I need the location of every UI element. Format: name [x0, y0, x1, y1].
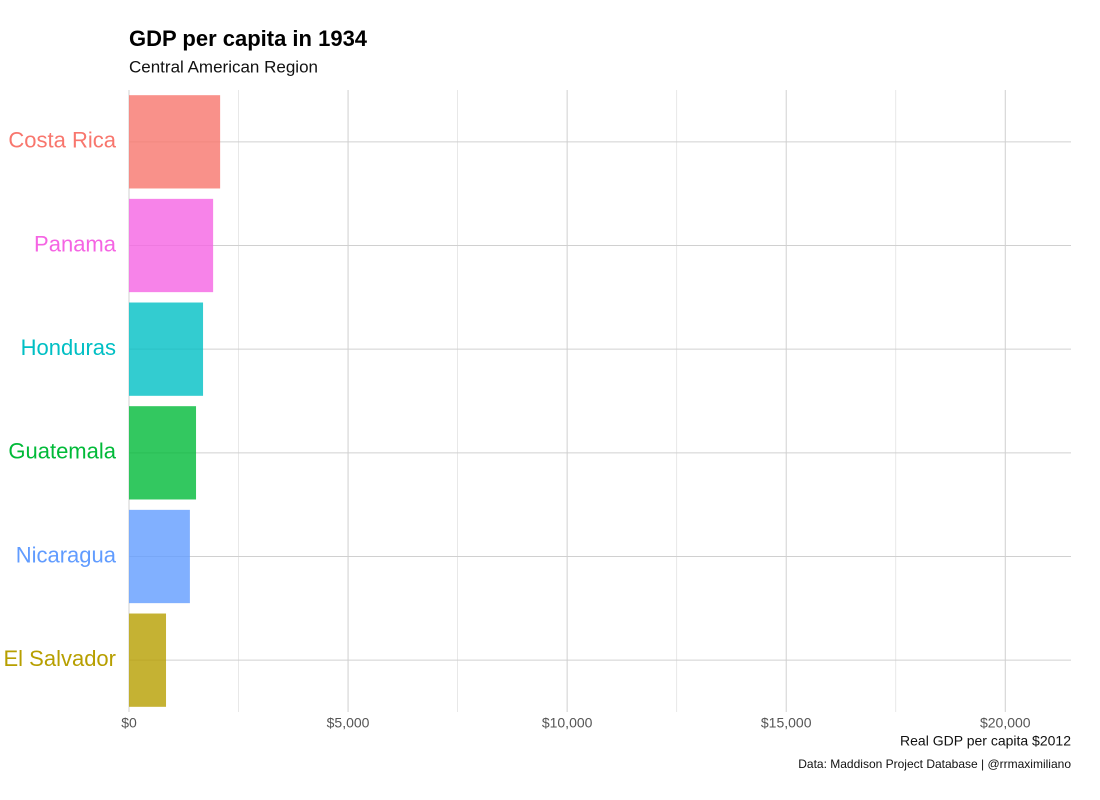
bar — [129, 509, 190, 604]
bar — [129, 198, 214, 293]
chart-title: GDP per capita in 1934 — [129, 26, 368, 51]
bar — [129, 302, 204, 396]
x-tick-label: $0 — [121, 715, 137, 731]
y-tick-label: Nicaragua — [16, 542, 117, 567]
chart-subtitle: Central American Region — [129, 57, 318, 76]
y-tick-label: El Salvador — [3, 646, 116, 671]
caption: Data: Maddison Project Database | @rrmax… — [798, 757, 1071, 771]
bar — [129, 406, 197, 500]
x-tick-label: $5,000 — [327, 715, 370, 731]
y-tick-label: Honduras — [21, 335, 116, 360]
y-tick-label: Panama — [34, 231, 117, 256]
x-tick-label: $15,000 — [761, 715, 812, 731]
x-tick-label: $10,000 — [542, 715, 593, 731]
bar — [129, 613, 167, 707]
x-axis-label: Real GDP per capita $2012 — [900, 733, 1071, 749]
y-tick-label: Costa Rica — [8, 128, 116, 153]
y-tick-label: Guatemala — [8, 439, 116, 464]
x-tick-label: $20,000 — [980, 715, 1031, 731]
bar — [129, 95, 221, 189]
